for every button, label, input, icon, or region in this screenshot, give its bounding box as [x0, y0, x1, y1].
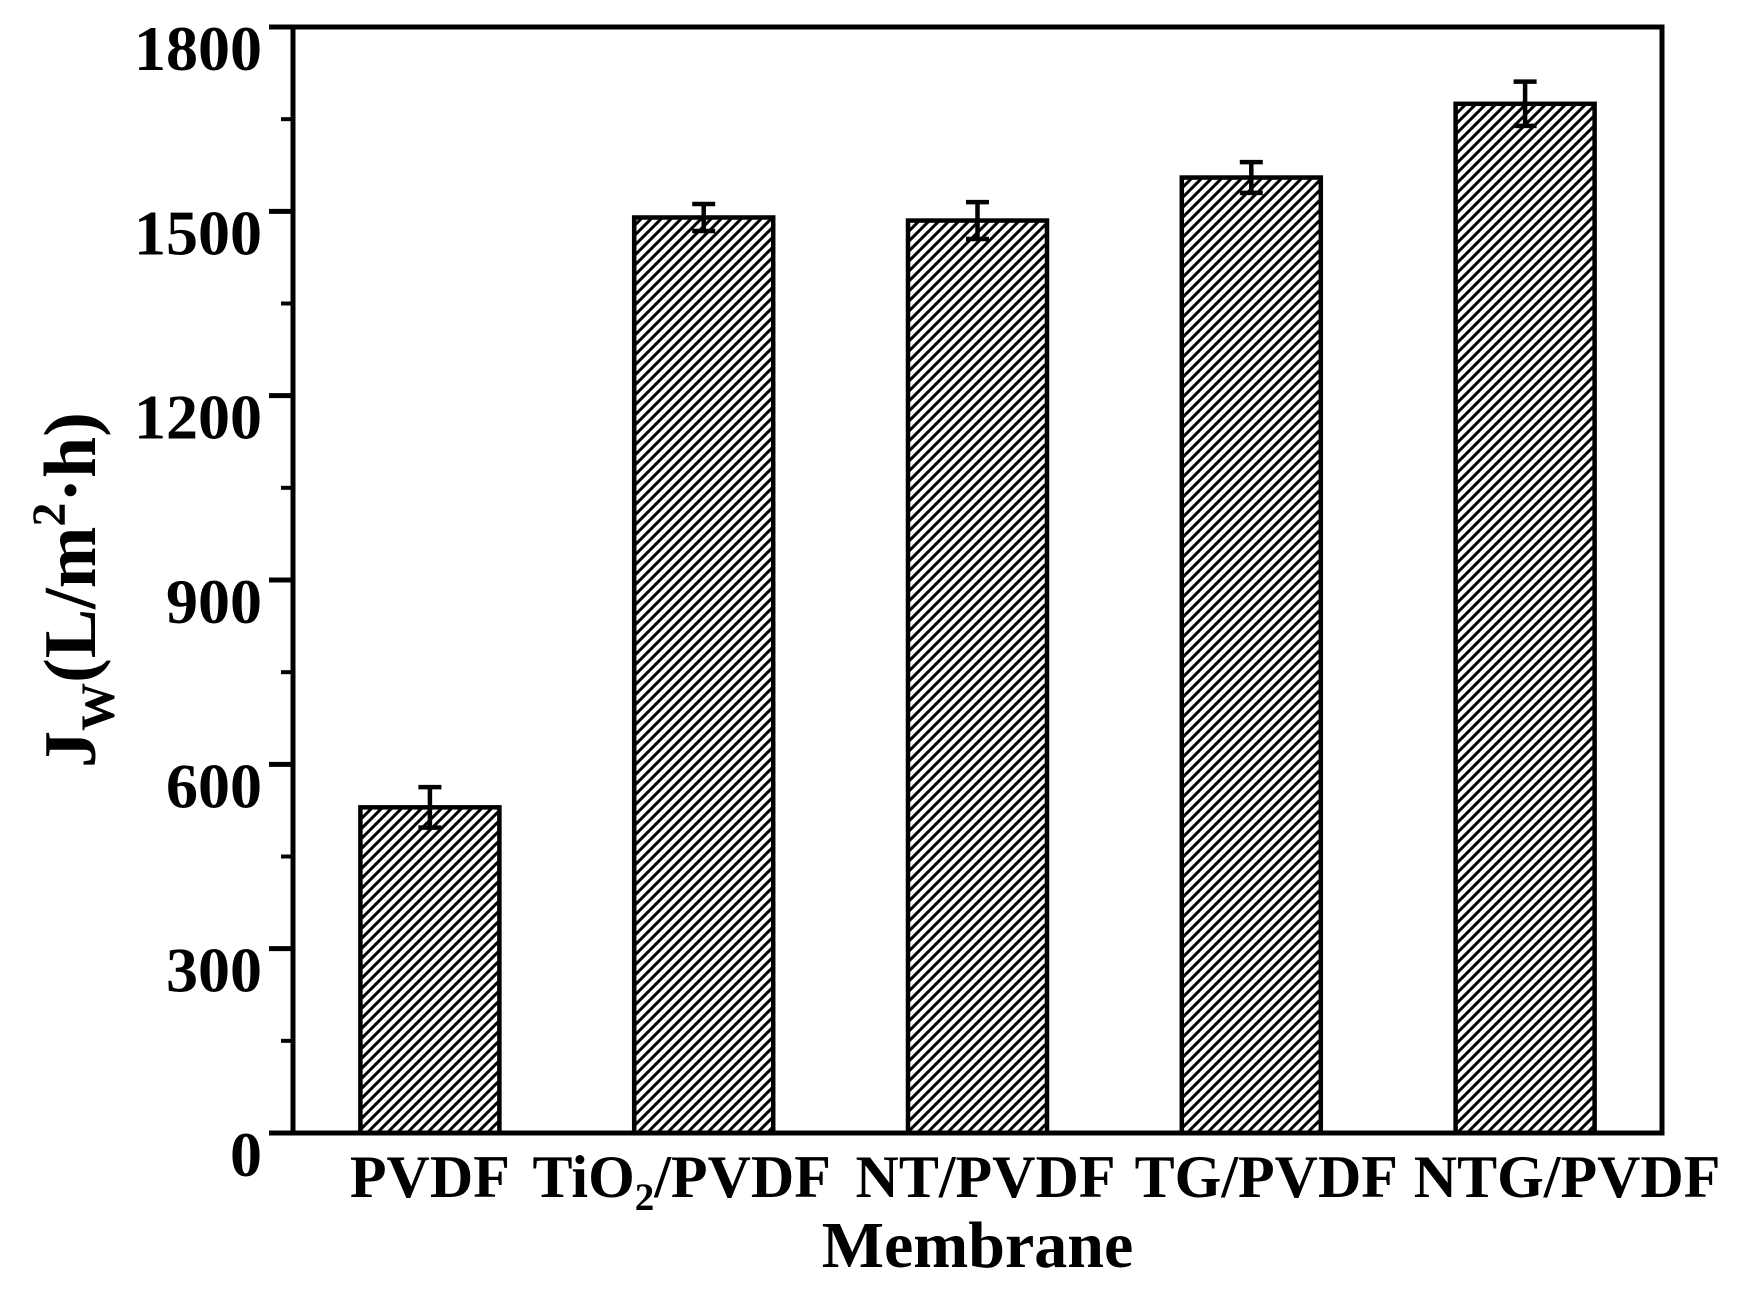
bar: [358, 805, 502, 1136]
y-tick-label: 1200: [134, 382, 262, 453]
y-tick-label: 1500: [134, 197, 262, 268]
x-tick-label: TG/PVDF: [1135, 1144, 1398, 1210]
y-tick-label: 900: [166, 566, 262, 637]
error-bar: [966, 199, 989, 242]
y-tick-label: 300: [166, 935, 262, 1006]
error-bar: [1239, 159, 1263, 196]
x-tick-label: NTG/PVDF: [1414, 1144, 1721, 1210]
x-tick-label: NT/PVDF: [856, 1144, 1116, 1210]
y-tick-label: 600: [166, 750, 262, 821]
y-axis-title: JW(L/m2·h): [23, 412, 125, 768]
x-tick-label: PVDF: [350, 1144, 510, 1210]
error-bar: [1513, 79, 1537, 129]
y-tick-label: 0: [230, 1119, 262, 1190]
bar: [1179, 175, 1324, 1136]
error-bar: [692, 201, 716, 234]
bar: [1453, 101, 1597, 1136]
error-bar: [418, 784, 442, 830]
x-axis-title: Membrane: [822, 1209, 1134, 1282]
y-tick-label: 1800: [134, 13, 262, 84]
bar: [905, 218, 1050, 1136]
bar: [631, 215, 776, 1136]
x-tick-label: TiO2/PVDF: [532, 1144, 830, 1219]
